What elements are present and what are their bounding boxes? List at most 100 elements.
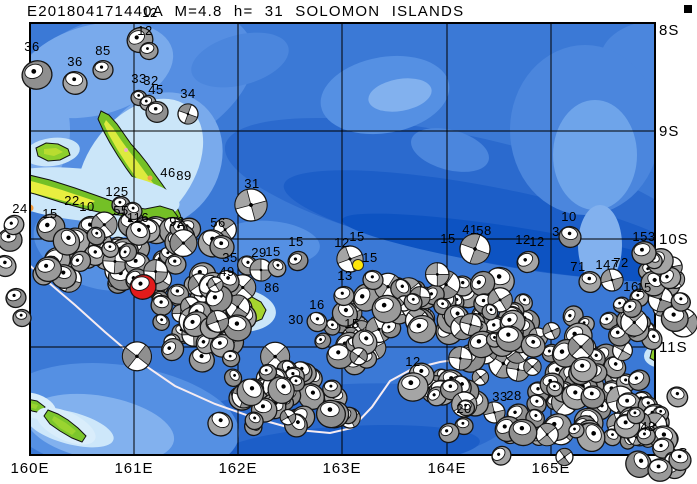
focal-mechanism-symbol xyxy=(249,258,273,282)
island-rennell-east xyxy=(36,407,96,445)
focal-mechanism-symbol xyxy=(267,376,295,405)
focal-mechanism-symbol xyxy=(542,321,561,341)
lat-tick-label: 10S xyxy=(659,231,689,248)
focal-mechanism-symbol xyxy=(121,341,152,372)
focal-mechanism-symbol xyxy=(520,333,546,358)
focal-mechanism-symbol xyxy=(209,235,235,259)
focal-mechanism-symbol xyxy=(580,385,606,409)
depth-label: 33 xyxy=(492,389,507,404)
focal-mechanism-symbol xyxy=(152,313,170,331)
focal-mechanism-symbol xyxy=(333,285,355,307)
focal-mechanism-symbol xyxy=(362,269,384,291)
depth-label: 58 xyxy=(476,223,491,238)
focal-mechanism-symbol xyxy=(21,60,53,90)
depth-label: 10 xyxy=(561,209,576,224)
focal-mechanism-symbol xyxy=(626,406,646,425)
depth-label: 12 xyxy=(405,354,420,369)
focal-mechanism-symbol xyxy=(561,383,589,410)
lat-tick-label: 8S xyxy=(659,22,679,39)
focal-mechanism-symbol xyxy=(397,372,429,402)
focal-mechanism-symbol xyxy=(0,254,17,278)
focal-mechanism-symbol xyxy=(647,458,673,482)
depth-label: 24 xyxy=(12,201,27,216)
bathymetry-patch xyxy=(191,32,289,88)
lon-tick-label: 164E xyxy=(427,460,466,477)
island-highland xyxy=(30,403,38,409)
depth-label: 28 xyxy=(506,388,521,403)
depth-label: 45 xyxy=(148,82,163,97)
depth-label: 15 xyxy=(265,244,280,259)
island-peak-spot xyxy=(124,148,128,152)
depth-label: 15 xyxy=(288,234,303,249)
depth-label: 35 xyxy=(222,250,237,265)
bathymetry-patch xyxy=(578,205,622,285)
focal-mechanism-symbol xyxy=(12,308,32,328)
focal-mechanism-symbol xyxy=(118,242,138,262)
focal-mechanism-symbol xyxy=(668,448,692,472)
map-border xyxy=(29,22,656,456)
focal-mechanism-symbol xyxy=(221,350,241,368)
depth-label: 15 xyxy=(362,250,377,265)
focal-mechanism-symbol xyxy=(236,378,265,407)
depth-label: 15 xyxy=(349,229,364,244)
depth-label: 22 xyxy=(64,193,79,208)
depth-label: 31 xyxy=(244,176,259,191)
focal-mechanism-symbol xyxy=(123,201,143,221)
depth-label: 34 xyxy=(180,86,195,101)
depth-label: 33 xyxy=(131,71,146,86)
depth-label: 10 xyxy=(79,199,94,214)
depth-label: 36 xyxy=(67,54,82,69)
lon-tick-label: 163E xyxy=(322,460,361,477)
focal-mechanism-symbol xyxy=(670,292,691,312)
depth-label: 89 xyxy=(176,168,191,183)
lon-tick-label: 162E xyxy=(218,460,257,477)
focal-mechanism-symbol xyxy=(205,285,233,313)
focal-mechanism-symbol xyxy=(471,368,490,386)
focal-mechanism-symbol xyxy=(457,399,476,417)
depth-label: 125 xyxy=(105,184,128,199)
depth-label: 16 xyxy=(623,279,638,294)
focal-mechanism-symbol xyxy=(481,303,499,321)
depth-label: 15 xyxy=(636,280,651,295)
focal-mechanism-symbol xyxy=(331,301,359,327)
featured-event-symbol xyxy=(129,274,157,300)
focal-mechanism-symbol xyxy=(306,311,328,333)
focal-mechanism-symbol xyxy=(145,101,169,123)
focal-mechanism-symbol xyxy=(244,411,264,431)
depth-label: 36 xyxy=(24,39,39,54)
depth-label: 3 xyxy=(552,224,560,239)
focal-mechanism-symbol xyxy=(636,427,656,446)
depth-label: 85 xyxy=(95,43,110,58)
focal-mechanism-symbol xyxy=(349,347,368,366)
focal-mechanism-symbol xyxy=(3,214,25,236)
focal-mechanism-symbol xyxy=(92,59,114,81)
focal-mechanism-symbol xyxy=(86,226,106,246)
focal-mechanism-symbol xyxy=(390,278,412,300)
depth-label: 15 xyxy=(344,316,359,331)
focal-mechanism-symbol xyxy=(570,356,598,383)
depth-label: 12 xyxy=(334,235,349,250)
island-santa-cruz-mid xyxy=(644,344,655,368)
depth-label: 116 xyxy=(127,210,149,225)
focal-mechanism-symbol xyxy=(406,314,437,344)
island-highland xyxy=(52,416,76,435)
focal-mechanism-symbol xyxy=(322,379,343,399)
focal-mechanism-symbol xyxy=(161,337,185,362)
focal-mechanism-symbol xyxy=(459,233,491,265)
focal-mechanism-symbol xyxy=(287,250,309,272)
focal-mechanism-symbol xyxy=(555,447,574,467)
focal-mechanism-symbol xyxy=(315,399,347,429)
depth-label: 46 xyxy=(160,165,175,180)
depth-label: 12 xyxy=(137,23,152,38)
depth-label: 153 xyxy=(632,229,655,244)
focal-mechanism-symbol xyxy=(454,416,474,436)
depth-label: 41 xyxy=(462,222,477,237)
lat-tick-label: 9S xyxy=(659,123,679,140)
corner-mark xyxy=(684,5,692,13)
depth-label: 16 xyxy=(309,297,324,312)
bathymetry-patch xyxy=(368,78,432,112)
island-highland xyxy=(44,148,63,156)
focal-mechanism-symbol xyxy=(495,325,524,353)
depth-label: 56 xyxy=(210,215,225,230)
